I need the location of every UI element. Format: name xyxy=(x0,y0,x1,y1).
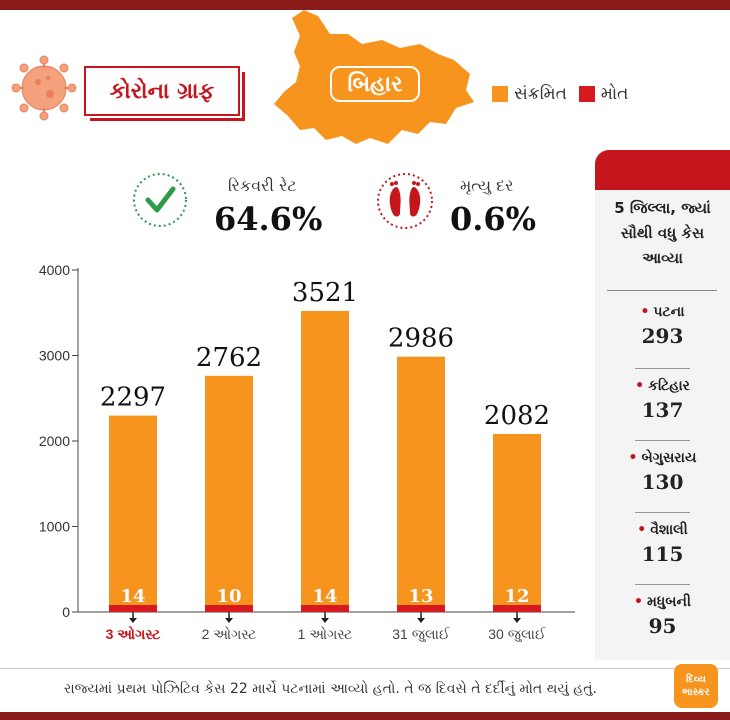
x-tick-arrow xyxy=(417,618,425,623)
checkmark-icon xyxy=(133,173,187,227)
district-value: 115 xyxy=(641,542,684,566)
district-value: 293 xyxy=(641,324,684,348)
footprints-icon xyxy=(377,173,433,229)
brand-line-1: દિવ્ય xyxy=(686,674,706,685)
bar-infected xyxy=(493,433,541,612)
x-tick-label: 31 જુલાઈ xyxy=(392,626,451,642)
death-rate-value: 0.6% xyxy=(450,200,537,238)
bullet-icon: • xyxy=(640,304,650,320)
district-divider xyxy=(635,368,690,369)
bar-deaths xyxy=(397,605,445,612)
district-divider xyxy=(635,512,690,513)
bullet-icon: • xyxy=(637,522,647,538)
panel-divider xyxy=(607,290,717,291)
district-divider xyxy=(635,440,690,441)
district-item: • કટિહાર 137 xyxy=(595,378,730,422)
x-tick-label: 3 ઓગસ્ટ xyxy=(106,625,162,642)
y-tick-label: 0 xyxy=(62,604,70,620)
bihar-map-icon xyxy=(274,10,474,144)
top-districts-panel: 5 જિલ્લા, જ્યાં સૌથી વધુ કેસ આવ્યા • પટના… xyxy=(595,150,730,660)
bar-deaths xyxy=(205,605,253,612)
district-value: 137 xyxy=(641,398,684,422)
district-name: મધુબની xyxy=(646,594,691,610)
legend-label-deaths: મોત xyxy=(600,84,629,104)
district-name: વૈશાલી xyxy=(650,522,688,538)
district-name: બેગુસરાય xyxy=(641,450,697,466)
bar-chart: 0 1000 2000 3000 4000 2297 14 3 ઓગસ્ટ 2762 10 2 ઓગ… xyxy=(39,262,575,642)
y-tick-label: 2000 xyxy=(39,433,70,449)
footnote-text: રાજ્યમાં પ્રથમ પોઝિટિવ કેસ 22 માર્ચે પટન… xyxy=(64,681,597,697)
bullet-icon: • xyxy=(628,450,638,466)
district-value: 95 xyxy=(648,614,677,638)
top-border xyxy=(0,0,730,10)
x-tick-arrow xyxy=(321,618,329,623)
y-tick-label: 4000 xyxy=(39,262,70,278)
district-divider xyxy=(635,584,690,585)
district-name: પટના xyxy=(653,304,685,320)
bar-infected xyxy=(397,356,445,612)
x-tick-label: 2 ઓગસ્ટ xyxy=(202,626,257,642)
bar-value-label: 2297 xyxy=(100,383,166,413)
death-value-label: 10 xyxy=(216,586,241,607)
x-tick-arrow xyxy=(513,618,521,623)
y-tick-label: 3000 xyxy=(39,348,70,364)
panel-header-bar xyxy=(595,150,730,190)
bar-deaths xyxy=(109,605,157,612)
bar-deaths xyxy=(301,605,349,612)
x-tick-label: 30 જુલાઈ xyxy=(488,626,547,642)
bar-infected xyxy=(205,375,253,612)
bar-value-label: 3521 xyxy=(292,278,358,308)
death-value-label: 12 xyxy=(504,586,529,607)
legend-label-infected: સંક્રમિત xyxy=(514,84,567,104)
brand-line-2: ભાસ્કર xyxy=(682,687,710,698)
chart-title: કોરોના ગ્રાફ xyxy=(109,78,215,104)
y-tick-label: 1000 xyxy=(39,519,70,535)
district-item: • વૈશાલી 115 xyxy=(595,522,730,566)
region-label: બિહાર xyxy=(330,66,420,102)
legend-swatch-deaths xyxy=(578,86,595,102)
virus-icon xyxy=(11,55,77,121)
bar-value-label: 2762 xyxy=(196,343,262,373)
recovery-rate-label: રિકવરી રેટ xyxy=(228,176,297,195)
district-item: • બેગુસરાય 130 xyxy=(595,450,730,494)
bar-deaths xyxy=(493,605,541,612)
footnote-bar: રાજ્યમાં પ્રથમ પોઝિટિવ કેસ 22 માર્ચે પટન… xyxy=(0,668,730,709)
death-value-label: 13 xyxy=(408,586,433,607)
district-name: કટિહાર xyxy=(648,378,690,394)
brand-logo: દિવ્ય ભાસ્કર xyxy=(674,664,718,708)
x-tick-arrow xyxy=(129,618,137,623)
panel-title: 5 જિલ્લા, જ્યાં સૌથી વધુ કેસ આવ્યા xyxy=(614,199,711,267)
legend-item-infected: સંક્રમિત xyxy=(492,84,567,104)
legend: સંક્રમિત મોત xyxy=(492,84,640,104)
legend-swatch-infected xyxy=(492,86,508,102)
district-item: • મધુબની 95 xyxy=(595,594,730,638)
bar-value-label: 2082 xyxy=(484,401,550,431)
bullet-icon: • xyxy=(635,378,645,394)
bottom-border xyxy=(0,712,730,720)
death-value-label: 14 xyxy=(312,586,337,607)
district-value: 130 xyxy=(641,470,684,494)
bar-infected xyxy=(301,310,349,612)
x-tick-label: 1 ઓગસ્ટ xyxy=(298,626,353,642)
death-value-label: 14 xyxy=(120,586,145,607)
bar-infected xyxy=(109,415,157,612)
recovery-rate-value: 64.6% xyxy=(214,200,323,238)
x-tick-arrow xyxy=(225,618,233,623)
title-box: કોરોના ગ્રાફ xyxy=(84,66,245,121)
district-item: • પટના 293 xyxy=(595,304,730,348)
death-rate-label: મૃત્યુ દર xyxy=(460,176,514,195)
legend-item-deaths: મોત xyxy=(578,84,629,104)
bar-value-label: 2986 xyxy=(388,324,454,354)
bullet-icon: • xyxy=(634,594,643,610)
